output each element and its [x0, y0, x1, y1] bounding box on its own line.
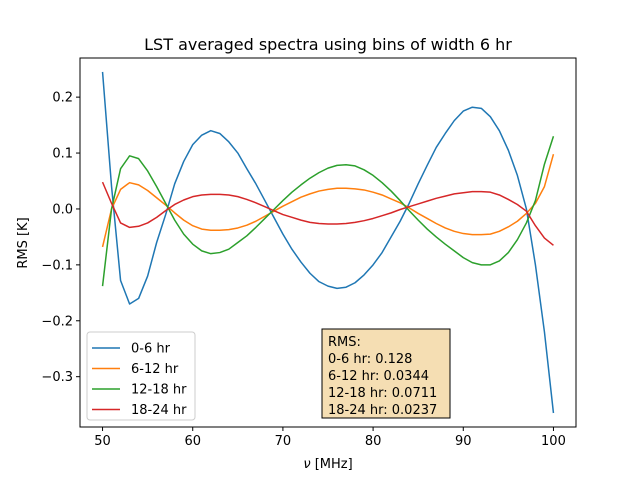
legend-label-18-24 hr: 18-24 hr — [131, 403, 187, 418]
series-line-12-18 hr — [101, 136, 555, 287]
legend: 0-6 hr 6-12 hr 12-18 hr 18-24 hr — [86, 331, 196, 421]
rms-title: RMS: — [328, 335, 361, 350]
x-axis-label-symbol: ν — [303, 457, 310, 472]
legend-label-6-12 hr: 6-12 hr — [131, 362, 179, 377]
y-tick-label: −0.3 — [41, 370, 73, 385]
x-tick-label: 90 — [455, 434, 472, 449]
y-tick-label: 0.1 — [52, 147, 73, 162]
y-axis-label: RMS [K] — [16, 217, 31, 268]
y-tick-label: −0.2 — [41, 314, 73, 329]
series-line-0-6 hr — [101, 71, 555, 414]
series-line-18-24 hr — [101, 181, 554, 246]
rms-line-18-24: 18-24 hr: 0.0237 — [328, 403, 437, 418]
x-tick-label: 100 — [541, 434, 566, 449]
legend-box — [86, 331, 196, 421]
series-line-6-12 hr — [101, 153, 555, 248]
y-axis: −0.3 −0.2 −0.1 0.0 0.1 0.2 — [41, 91, 80, 385]
x-tick-label: 60 — [184, 434, 201, 449]
x-tick-label: 50 — [94, 434, 111, 449]
y-tick-label: −0.1 — [41, 258, 73, 273]
legend-items: 0-6 hr 6-12 hr 12-18 hr 18-24 hr — [92, 342, 187, 418]
rms-box-background — [321, 328, 451, 419]
y-tick-label: 0.2 — [52, 91, 73, 106]
rms-line-6-12: 6-12 hr: 0.0344 — [328, 369, 429, 384]
plot-frame — [79, 57, 577, 428]
x-tick-label: 80 — [365, 434, 382, 449]
x-axis: 50 60 70 80 90 100 — [94, 427, 566, 449]
legend-label-0-6 hr: 0-6 hr — [131, 342, 171, 357]
x-axis-label-unit: [MHz] — [311, 457, 353, 472]
y-tick-label: 0.0 — [52, 202, 73, 217]
legend-label-12-18 hr: 12-18 hr — [131, 383, 187, 398]
rms-line-12-18: 12-18 hr: 0.0711 — [328, 386, 437, 401]
series-lines — [101, 71, 555, 414]
rms-line-0-6: 0-6 hr: 0.128 — [328, 352, 412, 367]
x-axis-label: ν [MHz] — [303, 457, 352, 472]
rms-box: RMS: 0-6 hr: 0.128 6-12 hr: 0.0344 12-18… — [321, 328, 451, 419]
chart-title: LST averaged spectra using bins of width… — [144, 35, 512, 54]
x-tick-label: 70 — [275, 434, 292, 449]
